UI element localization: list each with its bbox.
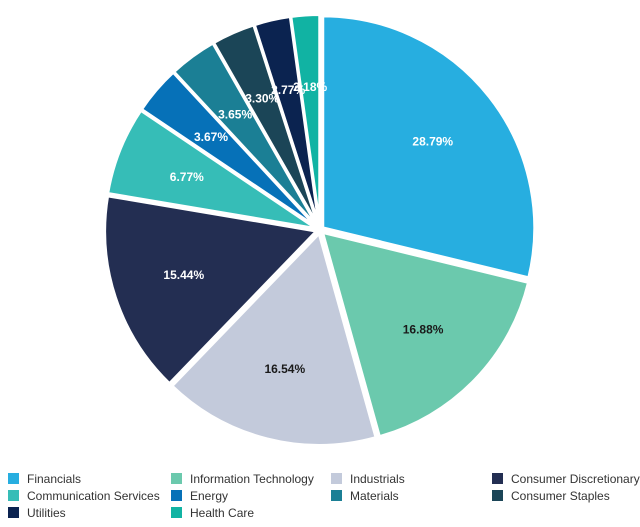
legend-item-consumer-discretionary: Consumer Discretionary	[492, 470, 640, 487]
legend-label: Consumer Discretionary	[511, 471, 640, 486]
legend-swatch	[492, 473, 503, 484]
pie-slices	[103, 13, 537, 447]
legend-item-information-technology: Information Technology	[171, 470, 314, 487]
legend-item-industrials: Industrials	[331, 470, 405, 487]
legend-swatch	[8, 473, 19, 484]
legend-swatch	[331, 473, 342, 484]
legend-label: Financials	[27, 471, 82, 486]
legend-swatch	[8, 490, 19, 501]
legend-label: Utilities	[27, 505, 66, 520]
legend-item-utilities: Utilities	[8, 504, 66, 521]
slice-label-consumer-staples: 3.30%	[245, 92, 279, 106]
legend-label: Health Care	[190, 505, 255, 520]
legend-label: Energy	[190, 488, 229, 503]
legend-item-materials: Materials	[331, 487, 399, 504]
legend-item-health-care: Health Care	[171, 504, 254, 521]
slice-label-information-technology: 16.88%	[403, 323, 444, 337]
legend-item-consumer-staples: Consumer Staples	[492, 487, 610, 504]
pie-slice-financials	[321, 14, 537, 280]
slice-label-health-care: 2.18%	[293, 80, 327, 94]
slice-label-industrials: 16.54%	[264, 362, 305, 376]
slice-label-energy: 3.67%	[194, 130, 228, 144]
pie-slice-information-technology	[321, 230, 531, 439]
legend-swatch	[492, 490, 503, 501]
legend-swatch	[171, 507, 182, 518]
legend-label: Consumer Staples	[511, 488, 610, 503]
slice-label-utilities: 2.77%	[271, 83, 305, 97]
slice-label-communication-services: 6.77%	[170, 170, 204, 184]
legend-label: Industrials	[350, 471, 405, 486]
slice-label-consumer-discretionary: 15.44%	[163, 268, 204, 282]
legend-swatch	[331, 490, 342, 501]
slice-labels: 28.79% 16.88% 16.54% 15.44% 6.77% 3.67% 3.65%3…	[163, 80, 453, 376]
pie-slice-consumer-discretionary	[103, 194, 319, 386]
slice-label-financials: 28.79%	[412, 134, 453, 148]
pie-slice-industrials	[170, 231, 378, 447]
legend-item-financials: Financials	[8, 470, 81, 487]
legend-label: Materials	[350, 488, 399, 503]
legend-swatch	[171, 473, 182, 484]
legend-label: Information Technology	[190, 471, 314, 486]
legend-item-communication-services: Communication Services	[8, 487, 160, 504]
legend-label: Communication Services	[27, 488, 160, 503]
slice-label-materials: 3.65%	[218, 107, 252, 121]
pie-slice-health-care	[289, 13, 322, 229]
legend-swatch	[171, 490, 182, 501]
legend-item-energy: Energy	[171, 487, 228, 504]
legend-swatch	[8, 507, 19, 518]
